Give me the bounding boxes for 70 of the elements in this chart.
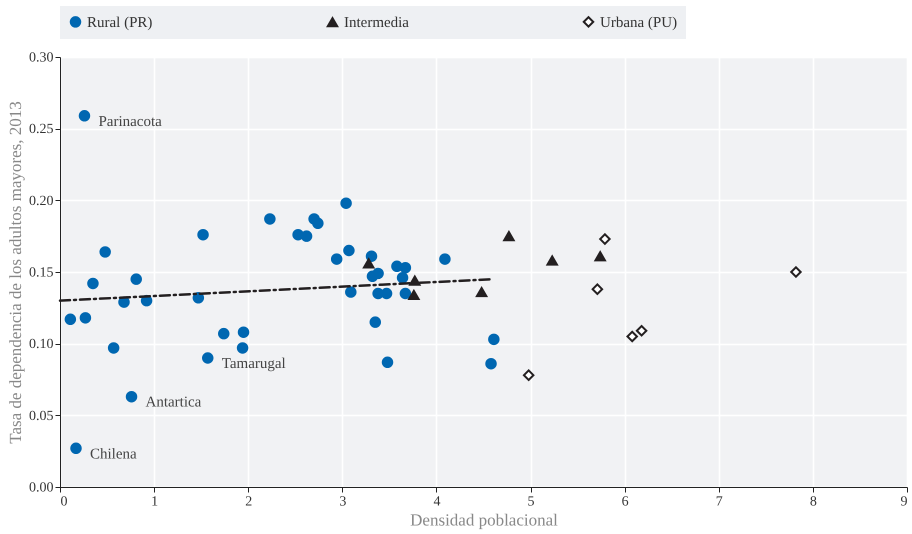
point <box>108 342 120 354</box>
point <box>64 314 76 326</box>
point <box>87 278 99 290</box>
point <box>330 253 342 265</box>
x-tick-label: 4 <box>433 494 440 510</box>
point <box>522 369 534 381</box>
point <box>400 288 412 300</box>
point <box>366 250 378 262</box>
point <box>197 229 209 240</box>
point <box>362 258 374 269</box>
point <box>218 328 230 340</box>
x-tick-label: 6 <box>622 494 629 510</box>
point <box>238 326 250 338</box>
point <box>264 213 276 225</box>
point <box>594 251 606 262</box>
annotation: Parinacota <box>98 114 162 130</box>
annotation: Tamarugal <box>222 356 286 372</box>
y-tick-label: 0.00 <box>29 480 54 496</box>
point <box>312 218 324 229</box>
annotation: Antartica <box>146 394 202 411</box>
point <box>476 286 488 298</box>
legend-label: Urbana (PU) <box>600 14 678 31</box>
y-tick-label: 0.05 <box>29 408 54 424</box>
point <box>488 334 500 346</box>
y-tick-label: 0.25 <box>29 122 54 138</box>
point <box>503 231 515 242</box>
point <box>202 352 214 364</box>
point <box>592 283 604 295</box>
y-axis-title: Tasa de dependencia de los adultos mayores, 2013 <box>6 101 25 444</box>
point <box>636 325 648 337</box>
point <box>340 197 352 209</box>
point <box>99 246 111 258</box>
point <box>130 273 142 285</box>
point <box>80 312 92 324</box>
x-tick-label: 3 <box>339 494 346 510</box>
x-tick-label: 1 <box>151 494 158 510</box>
point <box>626 330 638 342</box>
x-axis-title: Densidad poblacional <box>410 510 558 530</box>
point <box>400 262 412 274</box>
point <box>300 230 312 242</box>
point <box>396 272 408 284</box>
point <box>370 316 382 328</box>
x-tick-label: 9 <box>900 494 908 510</box>
point <box>790 266 802 278</box>
y-tick-label: 0.20 <box>29 194 54 209</box>
point <box>236 342 248 354</box>
point <box>78 110 90 122</box>
point <box>599 233 611 245</box>
legend-label: Intermedia <box>344 15 410 32</box>
annotation: Chilena <box>90 446 137 462</box>
legend-label: Rural (PR) <box>87 14 152 31</box>
x-tick-label: 0 <box>60 494 68 510</box>
y-tick-label: 0.15 <box>29 266 54 280</box>
x-tick-label: 7 <box>716 494 723 510</box>
point <box>382 356 394 368</box>
point <box>380 288 392 300</box>
y-tick-label: 0.10 <box>29 337 54 352</box>
point <box>345 286 357 298</box>
x-tick-label: 2 <box>245 494 252 510</box>
point <box>546 255 558 266</box>
point <box>343 244 355 256</box>
point <box>372 268 384 280</box>
x-tick-label: 5 <box>528 494 535 510</box>
point <box>408 290 420 300</box>
x-tick-label: 8 <box>810 494 817 510</box>
point <box>439 253 451 265</box>
point <box>70 442 82 454</box>
point <box>126 390 138 402</box>
point <box>485 358 497 370</box>
y-tick-label: 0.30 <box>29 50 54 66</box>
